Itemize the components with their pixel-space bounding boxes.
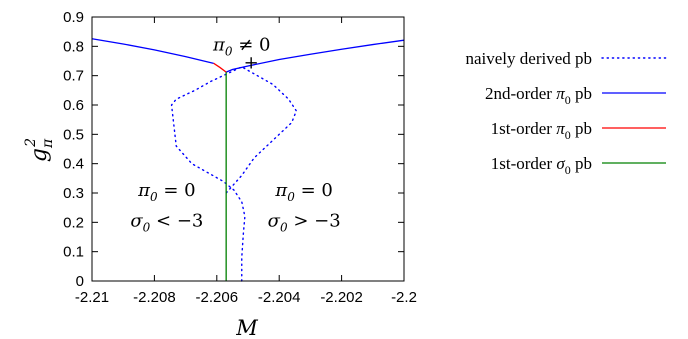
series-1st-order-0-pb-line: [213, 62, 227, 73]
legend: naively derived pb 2nd-order π0 pb 1st-ord…: [465, 49, 667, 177]
y-axis-label: gπ2: [23, 138, 56, 162]
annotation: π0 = 0: [274, 180, 332, 204]
plot-marks: [91, 38, 405, 282]
plot-frame: [91, 16, 405, 282]
series-2nd-order-0-pb-line: [225, 39, 405, 73]
legend-label: 1st-order π0 pb: [491, 119, 592, 142]
x-tick-label: -2.21: [75, 289, 109, 306]
legend-label: 2nd-order π0 pb: [485, 84, 592, 107]
series-naively-derived-pb-line: [170, 66, 298, 282]
x-tick-label: -2.204: [258, 289, 301, 306]
y-tick-label: 0.6: [63, 97, 84, 114]
y-tick-label: 0.5: [63, 126, 84, 143]
annotation: +: [244, 52, 259, 73]
y-tick-label: 0.3: [63, 185, 84, 202]
annotation: σ0 > −3: [268, 211, 341, 235]
y-axis-label-sup: 2: [23, 138, 39, 148]
plot-annotations: π0 ≠ 0 π0 = 0 σ0 < −3 π0 = 0 σ0 > −3 +: [130, 35, 340, 235]
y-tick-label: 0.4: [63, 156, 84, 173]
x-axis-label: M: [235, 316, 258, 339]
annotation: π0 ≠ 0: [212, 35, 270, 59]
y-tick-label: 0.1: [63, 244, 84, 261]
annotation: π0 = 0: [137, 180, 195, 204]
y-axis-label-base: g: [27, 148, 52, 162]
svg-text:gπ2: gπ2: [23, 138, 56, 162]
annotation: σ0 < −3: [130, 211, 203, 235]
y-tick-label: 0.9: [63, 9, 84, 26]
y-axis-label-sub: π: [40, 138, 56, 149]
series-2nd-order-0-pb-line: [91, 38, 214, 64]
axis-ticks: -2.21 -2.208 -2.206 -2.204 -2.202 -2.2 0 0.1 0.2…: [63, 9, 417, 306]
y-tick-label: 0.7: [63, 68, 84, 85]
legend-label: naively derived pb: [465, 49, 592, 68]
x-tick-label: -2.206: [196, 289, 239, 306]
x-tick-label: -2.2: [391, 289, 417, 306]
legend-label: 1st-order σ0 pb: [491, 154, 592, 177]
x-tick-label: -2.208: [133, 289, 176, 306]
y-tick-label: 0: [76, 273, 84, 290]
y-tick-label: 0.2: [63, 214, 84, 231]
x-tick-label: -2.202: [320, 289, 363, 306]
y-tick-label: 0.8: [63, 38, 84, 55]
